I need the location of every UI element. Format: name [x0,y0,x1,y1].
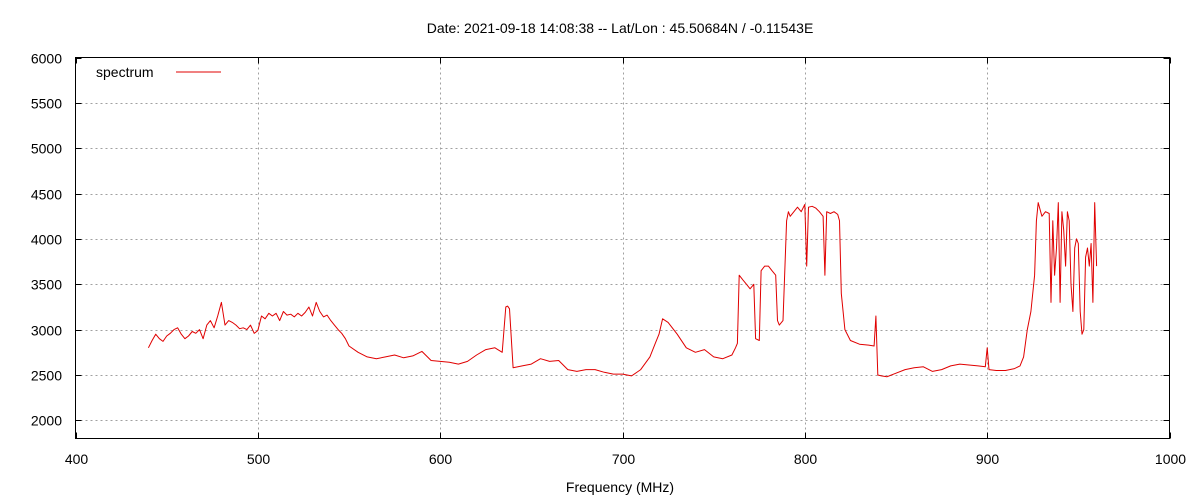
grid-layer [75,57,1170,439]
x-tick-label: 500 [247,451,271,467]
x-tick-label: 800 [794,451,818,467]
y-tick-label: 5000 [31,141,62,157]
y-tick-label: 3000 [31,323,62,339]
y-tick-label: 5500 [31,96,62,112]
y-tick-label: 4500 [31,187,62,203]
legend-label-spectrum: spectrum [96,64,154,80]
chart-title: Date: 2021-09-18 14:08:38 -- Lat/Lon : 4… [427,20,814,36]
x-tick-label: 400 [65,451,89,467]
series-layer [147,202,1098,378]
y-tick-label: 2000 [31,413,62,429]
x-tick-label: 600 [429,451,453,467]
x-tick-label: 700 [612,451,636,467]
series-line-spectrum [147,202,1098,378]
tick-layer: 2000 2500 3000 3500 4000 4500 5000 5500 6000 400 5… [31,51,1186,468]
plot-frame [75,57,1170,439]
y-tick-label: 2500 [31,368,62,384]
y-tick-label: 3500 [31,277,62,293]
y-tick-label: 4000 [31,232,62,248]
x-axis-label: Frequency (MHz) [566,479,674,495]
y-tick-label: 6000 [31,51,62,67]
legend: spectrum [96,64,221,80]
x-tick-label: 900 [976,451,1000,467]
x-tick-label: 1000 [1155,451,1186,467]
